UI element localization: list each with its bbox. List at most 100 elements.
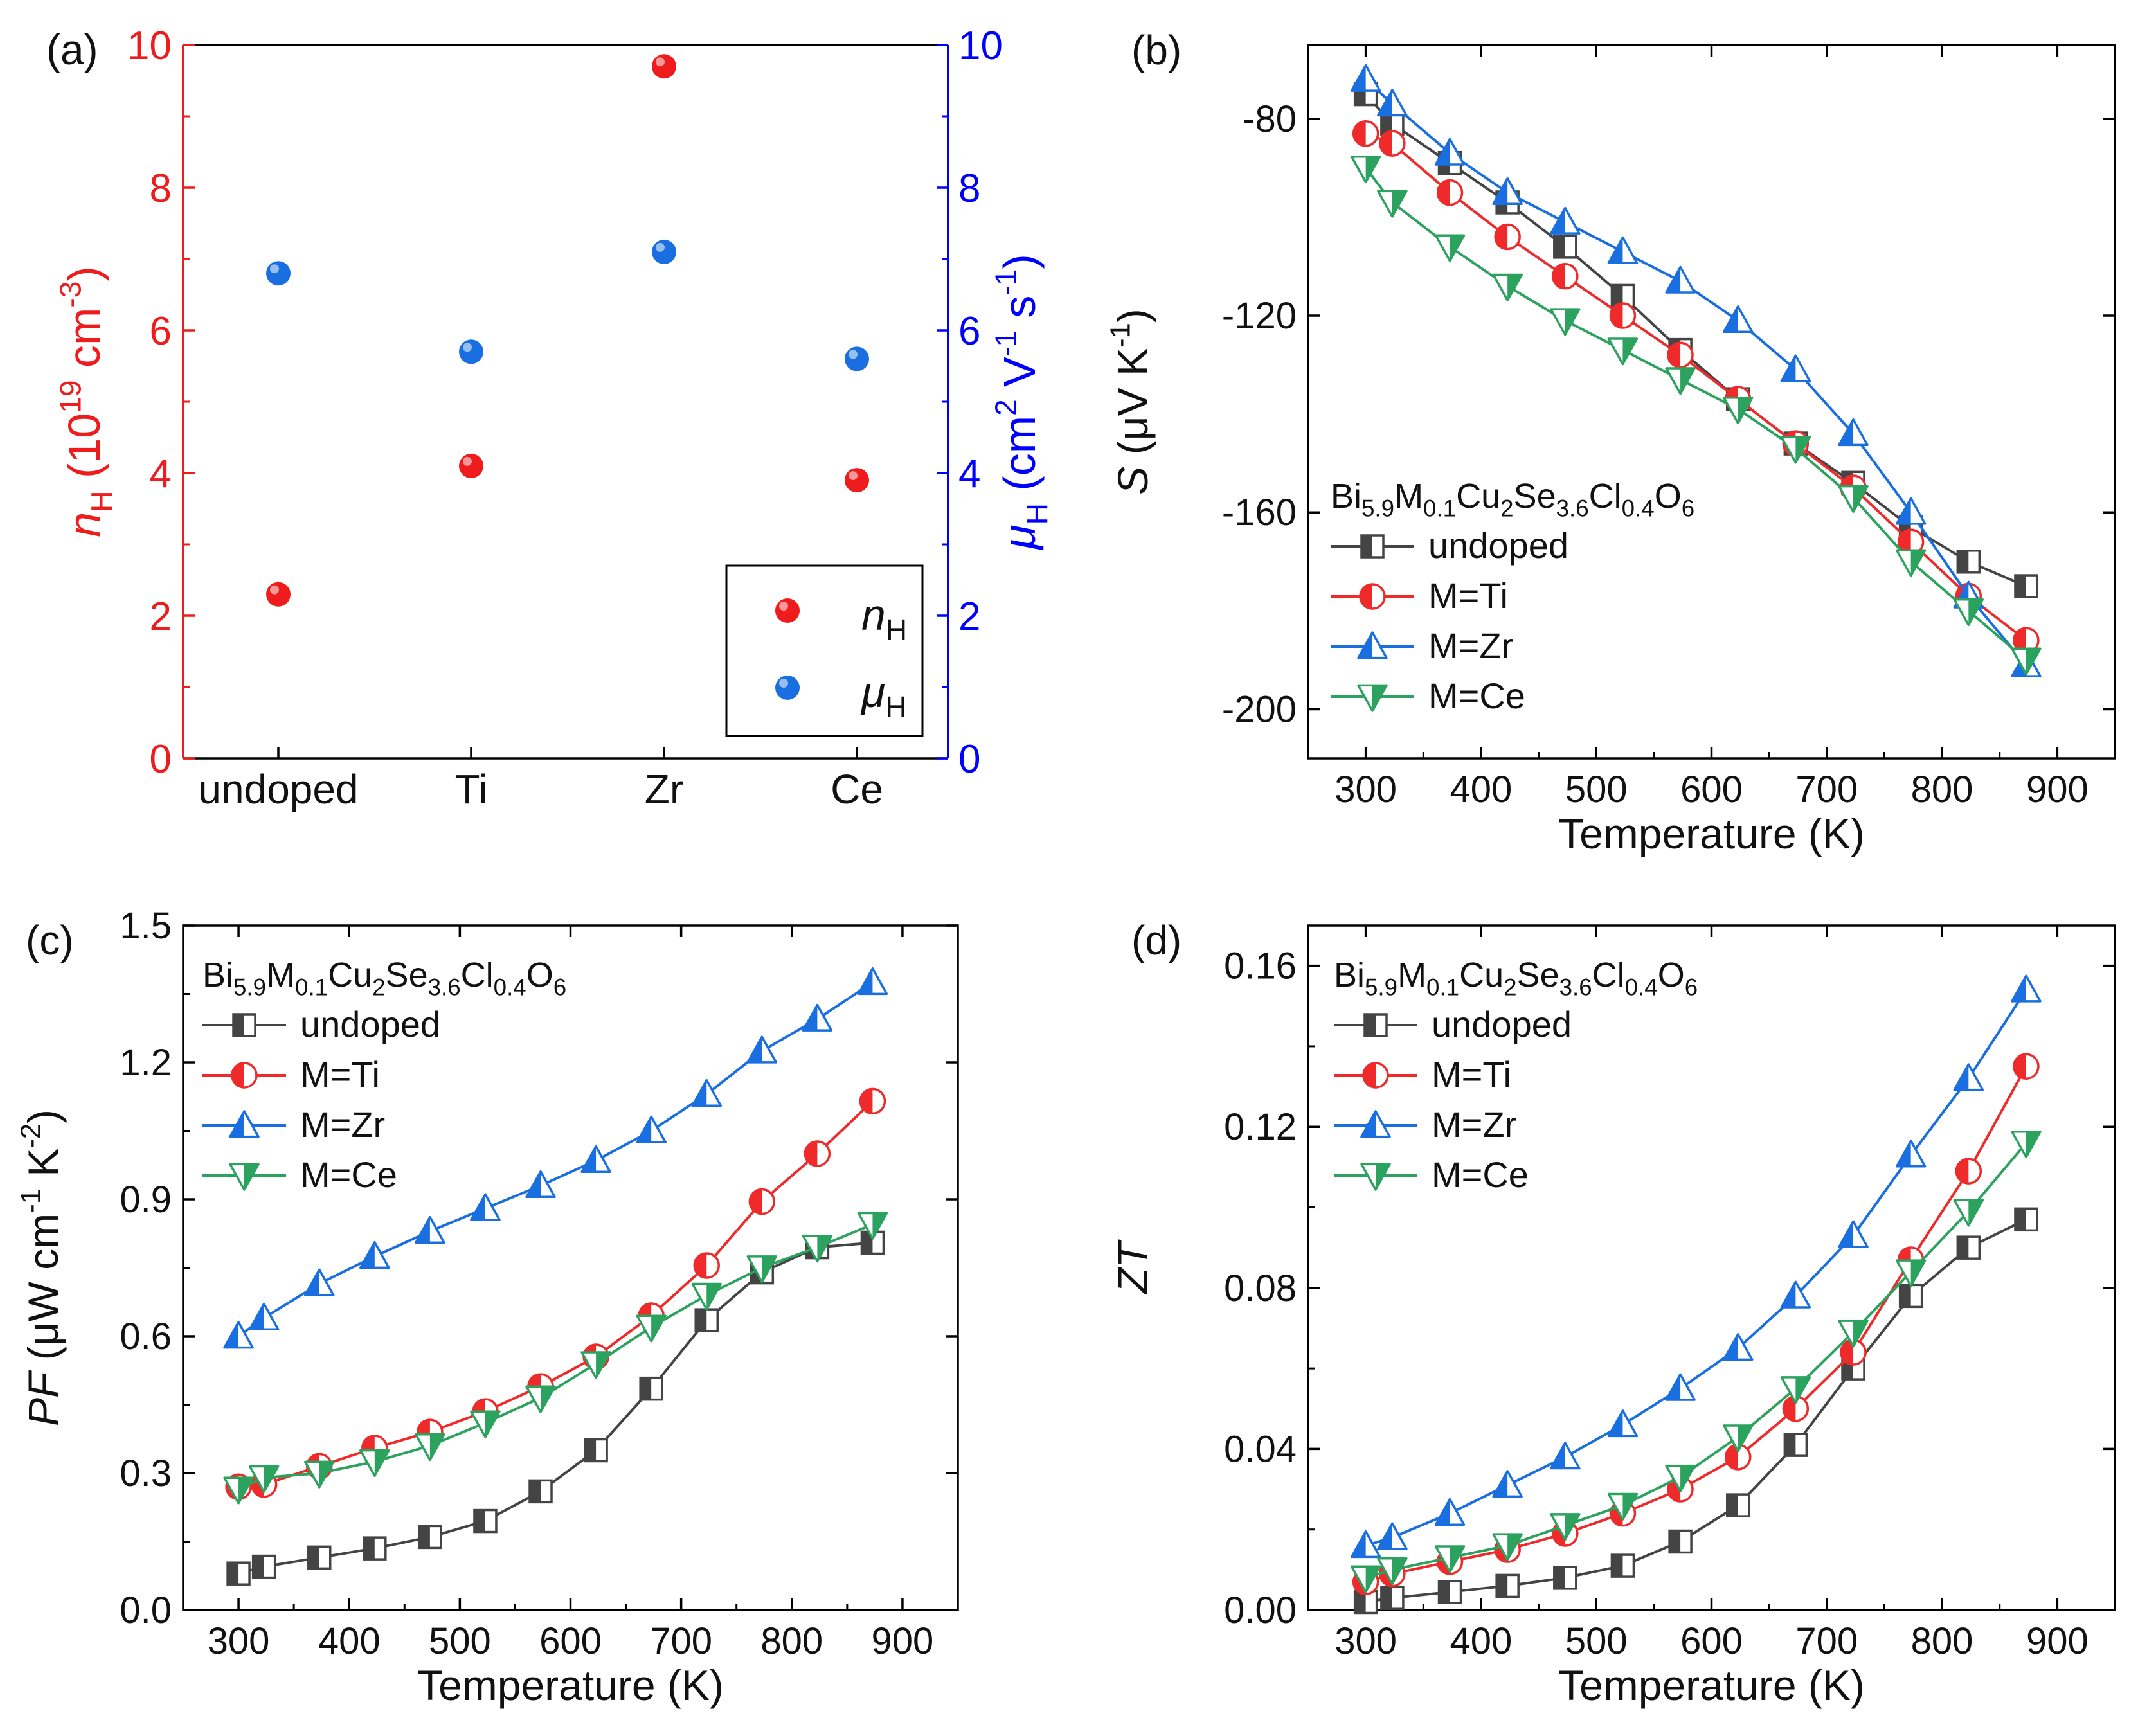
data-point-undoped bbox=[226, 1561, 251, 1586]
legend-marker bbox=[231, 1062, 258, 1089]
data-point-undoped bbox=[1725, 1493, 1750, 1517]
data-point-m-ce bbox=[359, 1449, 390, 1477]
data-point-undoped bbox=[694, 1308, 719, 1332]
data-point-m-ce bbox=[1895, 1259, 1927, 1287]
x-tick-label: 600 bbox=[1680, 1620, 1743, 1662]
left-tick-label: 2 bbox=[150, 595, 172, 639]
right-tick-label: 0 bbox=[958, 737, 980, 782]
legend-label: μH bbox=[860, 668, 907, 724]
data-point-m-ti bbox=[1782, 1395, 1810, 1422]
legend-label: undoped bbox=[1428, 525, 1568, 566]
legend-marker bbox=[229, 1110, 260, 1138]
data-point-m-zr bbox=[691, 1078, 722, 1107]
data-point-m-ce bbox=[1780, 436, 1811, 464]
data-point-m-ce bbox=[1350, 1565, 1381, 1593]
x-tick-label: 600 bbox=[1680, 769, 1743, 810]
legend-label: M=Ce bbox=[300, 1154, 397, 1195]
data-point-undoped bbox=[1956, 1235, 1981, 1260]
y-tick-label: -200 bbox=[1222, 688, 1297, 730]
data-point-m-zr bbox=[1722, 305, 1754, 334]
legend-label: undoped bbox=[300, 1004, 440, 1044]
data-point-m-zr bbox=[580, 1145, 611, 1173]
y-tick-label: 0.16 bbox=[1224, 945, 1297, 987]
data-point-undoped bbox=[1610, 283, 1635, 309]
data-point-m-zr bbox=[2011, 974, 2042, 1003]
data-point-m-zr bbox=[303, 1268, 335, 1296]
plot-frame bbox=[1307, 924, 2116, 1611]
data-point-m-ce bbox=[857, 1212, 888, 1240]
legend-marker bbox=[1363, 1013, 1388, 1037]
data-point-m-zr bbox=[1895, 1140, 1927, 1168]
data-point-m-zr bbox=[1607, 1409, 1639, 1438]
data-point-m-ce bbox=[802, 1235, 833, 1263]
data-point-m-ce bbox=[223, 1476, 254, 1505]
x-category-label: Ce bbox=[831, 766, 883, 812]
data-point-m-zr bbox=[470, 1193, 501, 1221]
right-axis-label: μH​ (cm2​ V-1​ s-1​) bbox=[989, 254, 1054, 551]
right-tick-label: 6 bbox=[958, 309, 980, 353]
data-point-m-zr bbox=[1722, 1333, 1754, 1361]
legend-title: Bi5.9​M0.1​Cu2​Se3.6​Cl0.4​O6​ bbox=[202, 956, 566, 1001]
data-point-m-zr bbox=[359, 1241, 390, 1269]
legend-label: M=Ti bbox=[1428, 575, 1508, 616]
data-point-m-zr bbox=[636, 1115, 667, 1143]
data-point-nh bbox=[652, 54, 676, 79]
data-point-m-ce bbox=[1665, 367, 1696, 395]
data-point-undoped bbox=[584, 1438, 608, 1463]
panel-label: (c) bbox=[26, 917, 74, 963]
legend-marker bbox=[775, 598, 800, 623]
data-point-m-zr bbox=[857, 967, 888, 996]
data-point-m-ce bbox=[525, 1385, 556, 1413]
data-point-undoped bbox=[1553, 1566, 1577, 1590]
data-point-m-ce bbox=[303, 1460, 335, 1489]
y-axis-label: ZT bbox=[1109, 1239, 1156, 1295]
data-point-m-ti bbox=[1379, 130, 1406, 157]
left-tick-label: 10 bbox=[127, 24, 172, 68]
data-point-m-ce bbox=[1492, 1533, 1523, 1561]
data-point-m-ce bbox=[691, 1282, 722, 1311]
y-tick-label: 0.9 bbox=[120, 1179, 172, 1221]
x-category-label: Ti bbox=[455, 766, 488, 812]
legend-box bbox=[725, 564, 924, 737]
data-point-undoped bbox=[860, 1230, 885, 1255]
data-point-m-zr bbox=[746, 1035, 778, 1064]
x-category-label: Zr bbox=[645, 766, 683, 812]
y-axis-label: PF (μW cm-1​ K-2​) bbox=[15, 1109, 67, 1426]
panel-label: (a) bbox=[46, 26, 98, 73]
y-tick-label: 0.12 bbox=[1224, 1106, 1297, 1148]
data-point-undoped bbox=[1610, 1553, 1635, 1578]
x-tick-label: 500 bbox=[429, 1620, 491, 1662]
data-point-undoped bbox=[528, 1479, 553, 1504]
left-tick-label: 6 bbox=[150, 309, 172, 353]
data-point-m-ti bbox=[2013, 1053, 2040, 1080]
data-point-m-zr bbox=[525, 1170, 556, 1199]
x-axis-label: Temperature (K) bbox=[1558, 810, 1865, 857]
panel-d-zt: 300 400 500 600 700 800 900 0.00 0.04 0.08 0.12 0.1… bbox=[1109, 917, 2116, 1709]
legend-title: Bi5.9​M0.1​Cu2​Se3.6​Cl0.4​O6​ bbox=[1334, 956, 1698, 1001]
data-point-undoped bbox=[1956, 550, 1981, 574]
data-point-m-ce bbox=[2011, 1130, 2042, 1159]
legend-marker bbox=[229, 1163, 260, 1191]
left-tick-label: 8 bbox=[150, 166, 172, 211]
panel-b-seebeck: 300 400 500 600 700 800 900 -80 -120 -160 -200 Temp… bbox=[1105, 27, 2116, 857]
y-tick-label: 1.5 bbox=[120, 905, 172, 947]
legend-marker bbox=[1362, 1062, 1389, 1089]
data-point-m-zr bbox=[415, 1215, 445, 1244]
data-point-m-zr bbox=[1780, 1280, 1811, 1309]
data-point-m-zr bbox=[1665, 1373, 1696, 1401]
data-point-undoped bbox=[473, 1508, 498, 1534]
data-point-muh bbox=[652, 239, 676, 264]
data-point-undoped bbox=[639, 1376, 663, 1401]
data-point-m-zr bbox=[1377, 89, 1408, 117]
data-point-m-zr bbox=[1838, 418, 1869, 447]
data-point-m-ti bbox=[859, 1087, 886, 1115]
data-point-muh bbox=[459, 339, 483, 364]
legend-marker bbox=[1360, 1110, 1391, 1138]
data-point-undoped bbox=[418, 1525, 442, 1550]
right-tick-label: 8 bbox=[958, 166, 980, 211]
legend-label: M=Ti bbox=[300, 1054, 380, 1095]
data-point-m-ce bbox=[1607, 1492, 1639, 1521]
data-point-m-ce bbox=[1838, 1320, 1869, 1348]
series-line-undoped bbox=[1365, 1218, 2027, 1604]
